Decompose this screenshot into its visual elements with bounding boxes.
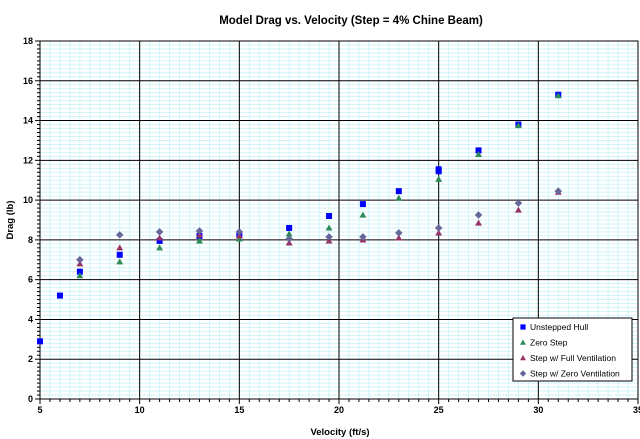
- data-point: [434, 224, 443, 232]
- y-tick-label: 18: [23, 36, 33, 46]
- data-point: [116, 251, 123, 258]
- data-point: [195, 227, 204, 235]
- legend-item-2: Zero Step: [520, 338, 568, 348]
- legend-item-3: Step w/ Full Ventilation: [520, 353, 616, 363]
- legend-label: Zero Step: [530, 338, 568, 348]
- data-point: [475, 150, 482, 157]
- data-point: [115, 231, 124, 239]
- data-point: [76, 268, 83, 275]
- data-point: [76, 256, 84, 264]
- data-point: [326, 213, 333, 220]
- data-point: [235, 228, 244, 236]
- data-point: [395, 229, 403, 237]
- data-point: [155, 228, 164, 236]
- data-point: [156, 237, 163, 244]
- data-point: [156, 244, 164, 251]
- data-point: [514, 122, 522, 129]
- legend-item-4: Step w/ Zero Ventilation: [519, 369, 620, 379]
- data-point: [514, 199, 523, 207]
- legend-box: [512, 317, 633, 382]
- y-tick-label: 14: [23, 116, 33, 126]
- data-point: [359, 233, 367, 241]
- x-tick-label: 25: [434, 405, 444, 415]
- data-point: [554, 187, 563, 195]
- data-point: [116, 244, 124, 251]
- data-point: [116, 258, 124, 265]
- axes: [35, 40, 639, 404]
- x-tick-label: 5: [37, 405, 42, 415]
- data-point: [37, 338, 43, 345]
- y-tick-label: 16: [23, 76, 33, 86]
- tick-labels: 5 10 15 20 25 30 35 0 2 4 6 8 10 12 14 16 18: [23, 36, 640, 415]
- legend-marker: [520, 355, 526, 361]
- data-point: [285, 235, 293, 243]
- series-3: [76, 188, 562, 267]
- legend-label: Step w/ Zero Ventilation: [530, 369, 620, 379]
- data-point: [359, 201, 366, 208]
- data-point: [475, 147, 482, 154]
- data-points: [37, 91, 563, 345]
- data-point: [196, 237, 203, 244]
- data-point: [395, 194, 403, 201]
- legend-label: Step w/ Full Ventilation: [530, 353, 616, 363]
- gridlines: [40, 41, 638, 399]
- data-point: [435, 229, 443, 236]
- data-point: [395, 188, 402, 195]
- y-tick-label: 10: [23, 195, 33, 205]
- series-4: [76, 187, 563, 264]
- legend: Unstepped Hull Zero Step Step w/ Full Vent…: [512, 317, 633, 382]
- legend-label: Unstepped Hull: [530, 322, 588, 332]
- data-point: [359, 211, 367, 218]
- data-point: [325, 224, 333, 231]
- data-point: [435, 175, 443, 182]
- y-tick-label: 0: [28, 394, 33, 404]
- y-tick-label: 4: [28, 314, 33, 324]
- x-tick-label: 35: [633, 405, 640, 415]
- data-point: [285, 230, 293, 237]
- x-tick-label: 30: [533, 405, 543, 415]
- y-tick-label: 8: [28, 235, 33, 245]
- chart-title: Model Drag vs. Velocity (Step = 4% Chine…: [219, 15, 483, 27]
- data-point: [76, 272, 84, 279]
- x-tick-label: 20: [334, 405, 344, 415]
- data-point: [56, 292, 63, 299]
- data-point: [435, 166, 442, 173]
- data-point: [554, 92, 562, 99]
- y-axis-title: Drag (lb): [5, 200, 16, 239]
- data-point: [286, 224, 293, 231]
- legend-marker: [519, 370, 527, 377]
- x-tick-label: 10: [135, 405, 145, 415]
- data-point: [325, 233, 333, 241]
- data-point: [475, 219, 482, 226]
- y-tick-label: 6: [28, 275, 33, 285]
- legend-item-1: Unstepped Hull: [520, 322, 588, 332]
- y-tick-label: 12: [23, 155, 33, 165]
- x-axis-title: Velocity (ft/s): [310, 427, 369, 438]
- data-point: [514, 206, 522, 213]
- legend-marker: [520, 339, 526, 345]
- y-tick-label: 2: [28, 354, 33, 364]
- legend-marker: [520, 324, 526, 330]
- data-point: [156, 234, 164, 241]
- data-point: [474, 211, 483, 219]
- data-point: [395, 234, 403, 241]
- x-tick-label: 15: [234, 405, 244, 415]
